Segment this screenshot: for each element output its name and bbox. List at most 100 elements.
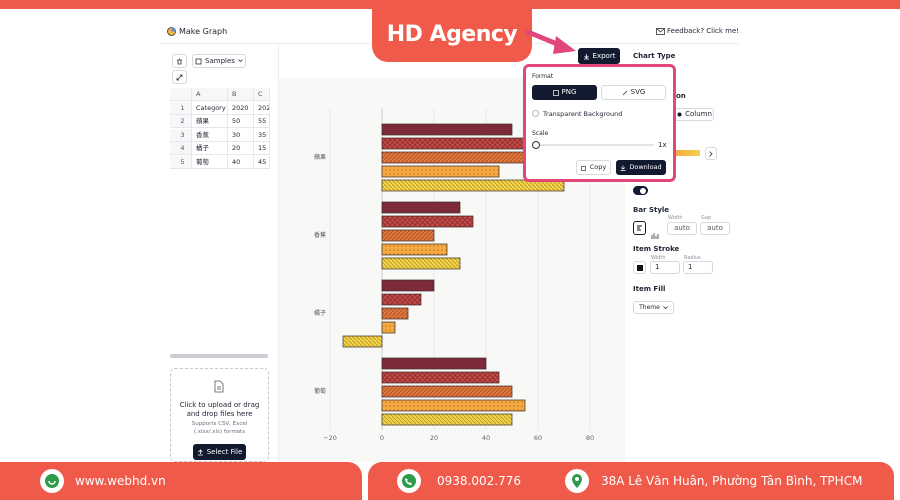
x-tick-label: −20: [323, 434, 337, 442]
data-table: A B C 1 Category 2020 202 2 蘋果 50 55 3 香蕉 30 35 4 橘子 20 15…: [170, 88, 270, 170]
gap-label: Gap: [701, 215, 712, 221]
bar: [381, 165, 500, 178]
x-tick-label: 0: [380, 434, 384, 442]
stroke-width-input[interactable]: 1: [650, 261, 680, 274]
orientation-label: on: [676, 92, 686, 100]
bar: [381, 229, 435, 242]
y-tick-label: 葡萄: [314, 387, 326, 395]
toggle-knob: [640, 187, 646, 194]
panel-divider: [278, 43, 279, 463]
bar: [381, 385, 513, 398]
scale-thumb[interactable]: [532, 141, 540, 149]
width-label: Width: [668, 215, 683, 221]
next-button[interactable]: [705, 147, 717, 160]
table-cell[interactable]: 2020: [228, 101, 254, 115]
table-cell[interactable]: 15: [254, 142, 270, 155]
chart-type-label: Chart Type: [633, 52, 676, 60]
toggle[interactable]: [633, 186, 648, 195]
transparent-label: Transparent Background: [543, 110, 623, 118]
table-cell[interactable]: 4: [170, 142, 192, 155]
copy-button[interactable]: Copy: [576, 160, 611, 175]
bar: [381, 215, 474, 228]
delete-button[interactable]: [172, 54, 187, 68]
format-label: Format: [532, 73, 554, 80]
select-file-button[interactable]: Select File: [193, 444, 246, 460]
scrollbar: [170, 354, 268, 358]
table-cell[interactable]: 202: [254, 101, 270, 115]
width-input[interactable]: auto: [667, 222, 697, 235]
download-button[interactable]: Download: [616, 160, 666, 175]
table-cell[interactable]: 3: [170, 128, 192, 142]
table-cell[interactable]: 50: [228, 115, 254, 128]
scale-value: 1x: [658, 141, 667, 149]
y-tick-label: 橘子: [314, 309, 326, 317]
column-label: Column: [685, 110, 712, 118]
table-cell[interactable]: A: [192, 88, 228, 101]
mail-icon: [656, 28, 665, 35]
style-button[interactable]: [633, 221, 646, 235]
style-button[interactable]: [651, 224, 659, 243]
web-icon: [40, 469, 64, 493]
samples-label: Samples: [205, 56, 235, 65]
column-option[interactable]: Column: [675, 108, 714, 121]
pointer-arrow: [525, 29, 576, 54]
bar: [381, 279, 435, 292]
radius-input[interactable]: 1: [683, 261, 713, 274]
fill-value: Theme: [639, 303, 660, 311]
bar-style-label: Bar Style: [633, 206, 670, 214]
bar: [342, 335, 383, 348]
upload-text: Click to upload or drag: [179, 401, 260, 409]
bar: [381, 151, 539, 164]
bar: [381, 257, 461, 270]
table-cell[interactable]: 40: [228, 155, 254, 169]
scale-track: [536, 144, 654, 146]
radius-value: 1: [688, 263, 693, 271]
bar: [381, 137, 526, 150]
table-cell[interactable]: 香蕉: [192, 128, 228, 142]
export-button[interactable]: Export: [578, 48, 620, 64]
table-cell[interactable]: C: [254, 88, 270, 101]
app-icon: [167, 27, 176, 36]
png-button[interactable]: PNG: [532, 85, 597, 100]
table-cell[interactable]: 5: [170, 155, 192, 169]
footer-website[interactable]: www.webhd.vn: [75, 474, 166, 488]
gap-input[interactable]: auto: [700, 222, 730, 235]
table-cell[interactable]: [170, 88, 192, 101]
table-cell[interactable]: 35: [254, 128, 270, 142]
upload-area[interactable]: [170, 368, 269, 462]
expand-button[interactable]: [172, 70, 187, 84]
item-stroke-label: Item Stroke: [633, 245, 680, 253]
bar: [381, 123, 513, 136]
x-tick-label: 80: [586, 434, 594, 442]
footer-right: [368, 462, 894, 500]
transparent-radio[interactable]: [532, 110, 539, 117]
table-cell[interactable]: 蘋果: [192, 115, 228, 128]
stroke-width-value: 1: [655, 263, 660, 271]
copy-label: Copy: [589, 163, 607, 172]
bar: [381, 307, 409, 320]
table-cell[interactable]: 30: [228, 128, 254, 142]
samples-dropdown[interactable]: Samples: [192, 54, 246, 68]
feedback-link[interactable]: Feedback? Click me!: [667, 27, 740, 35]
bar: [381, 321, 396, 334]
table-cell[interactable]: 2: [170, 115, 192, 128]
app-title: Make Graph: [179, 27, 228, 36]
table-cell[interactable]: 1: [170, 101, 192, 115]
upload-note: (.xlsx/.xls) formats: [193, 429, 246, 435]
table-cell[interactable]: 45: [254, 155, 270, 169]
bar: [381, 413, 513, 426]
table-cell[interactable]: Category: [192, 101, 228, 115]
table-cell[interactable]: B: [228, 88, 254, 101]
bar: [381, 357, 487, 370]
svg-button[interactable]: SVG: [601, 85, 666, 100]
fill-select[interactable]: Theme: [633, 301, 674, 314]
color-swatch[interactable]: [676, 150, 700, 156]
logo-text: HD Agency: [386, 22, 518, 47]
footer-phone[interactable]: 0938.002.776: [437, 474, 521, 488]
table-cell[interactable]: 葡萄: [192, 155, 228, 169]
table-cell[interactable]: 橘子: [192, 142, 228, 155]
stroke-color[interactable]: [633, 261, 646, 274]
table-cell[interactable]: 55: [254, 115, 270, 128]
table-cell[interactable]: 20: [228, 142, 254, 155]
